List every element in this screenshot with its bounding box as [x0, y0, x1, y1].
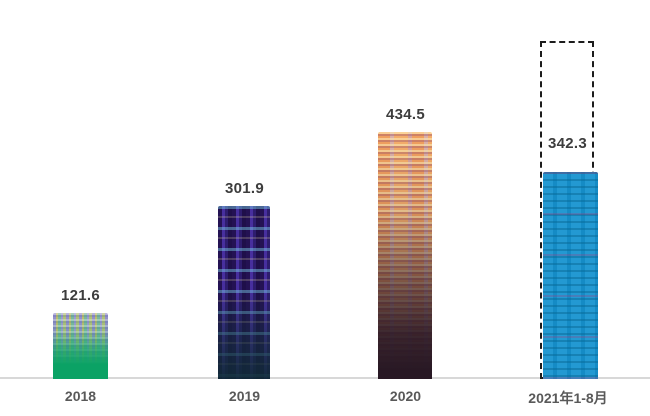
value-label-2019: 301.9 — [224, 180, 265, 197]
bar-2021 — [543, 172, 598, 379]
category-label-2020: 2020 — [389, 388, 422, 404]
x-axis-line — [0, 377, 650, 379]
bar-2019 — [218, 206, 270, 379]
category-label-2018: 2018 — [64, 388, 97, 404]
category-label-2019: 2019 — [228, 388, 261, 404]
bar-2020 — [378, 132, 432, 379]
category-label-2021: 2021年1-8月 — [528, 390, 608, 406]
value-label-2020: 434.5 — [385, 106, 426, 123]
value-label-2018: 121.6 — [60, 287, 101, 304]
bar-2018 — [53, 313, 108, 379]
value-label-2021: 342.3 — [547, 135, 588, 152]
